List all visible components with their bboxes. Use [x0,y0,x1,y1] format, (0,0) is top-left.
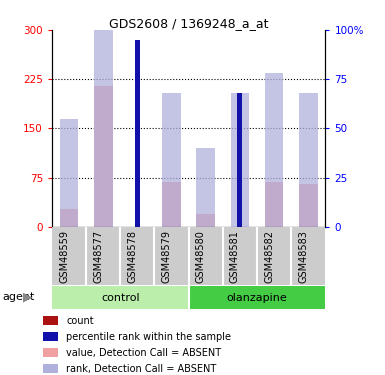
Text: GSM48559: GSM48559 [59,230,69,283]
Bar [52,286,189,309]
Text: GSM48579: GSM48579 [162,230,172,283]
Bar [189,286,325,309]
Text: GSM48582: GSM48582 [264,230,274,283]
Bar [196,148,215,227]
Bar [264,182,283,227]
Bar [264,74,283,227]
Bar [60,118,79,227]
Bar [135,40,140,227]
Text: GSM48580: GSM48580 [196,230,206,283]
Bar [231,93,249,227]
Text: count: count [67,315,94,326]
Bar [60,209,79,227]
Bar [237,194,243,227]
Bar [94,86,113,227]
Text: GSM48577: GSM48577 [93,230,103,283]
Bar [43,316,58,325]
Bar [299,184,318,227]
Text: value, Detection Call = ABSENT: value, Detection Call = ABSENT [67,348,222,358]
Text: GSM48578: GSM48578 [127,230,137,283]
Bar [196,214,215,227]
Bar [162,93,181,227]
Text: agent: agent [2,292,34,302]
Bar [299,93,318,227]
Bar [43,364,58,373]
Text: olanzapine: olanzapine [227,292,287,303]
Text: rank, Detection Call = ABSENT: rank, Detection Call = ABSENT [67,364,217,374]
Bar [94,0,113,227]
Text: ▶: ▶ [23,291,32,304]
Bar [135,168,140,227]
Bar [43,332,58,341]
Text: GSM48581: GSM48581 [230,230,240,283]
Text: GSM48583: GSM48583 [298,230,308,283]
Bar [237,93,243,227]
Bar [43,348,58,357]
Text: GDS2608 / 1369248_a_at: GDS2608 / 1369248_a_at [109,17,268,30]
Text: control: control [101,292,140,303]
Text: percentile rank within the sample: percentile rank within the sample [67,332,231,342]
Bar [162,182,181,227]
